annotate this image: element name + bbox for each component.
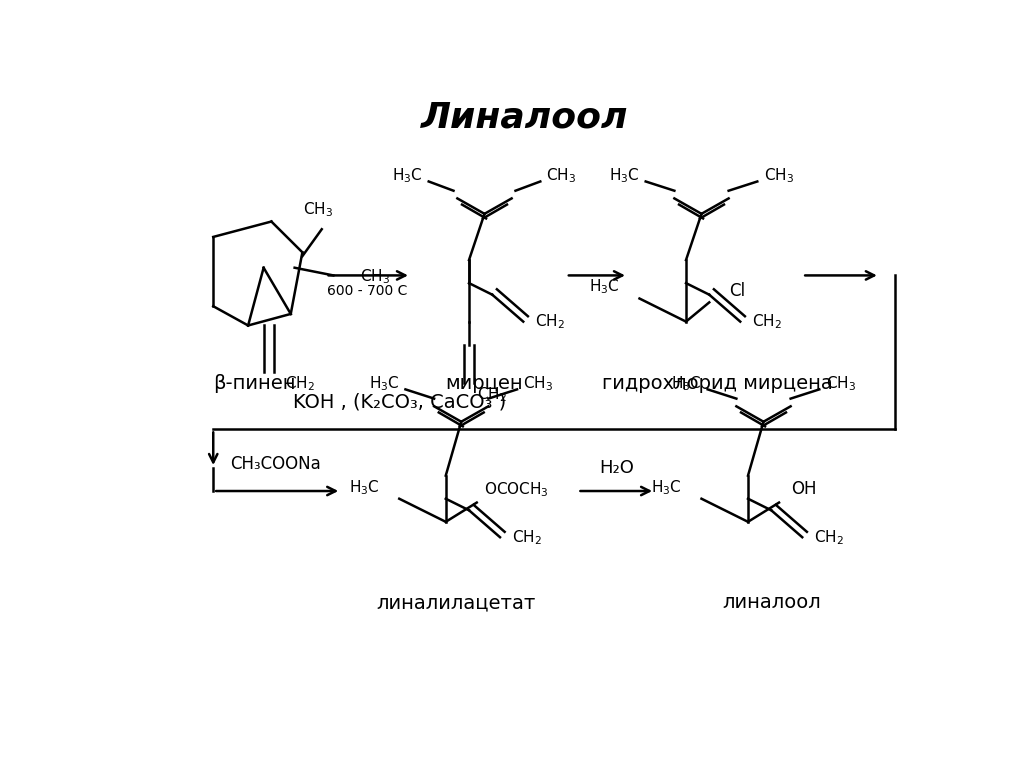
Text: CH$_2$: CH$_2$: [814, 528, 844, 547]
Text: CH$_3$: CH$_3$: [360, 267, 390, 286]
Text: H$_3$C: H$_3$C: [349, 478, 380, 497]
Text: OH: OH: [791, 481, 816, 498]
Text: CH$_3$: CH$_3$: [825, 374, 856, 392]
Text: CH$_3$: CH$_3$: [303, 200, 333, 220]
Text: CH$_2$: CH$_2$: [752, 313, 781, 331]
Text: Cl: Cl: [729, 282, 744, 300]
Text: CH$_2$: CH$_2$: [535, 313, 565, 331]
Text: H$_3$C: H$_3$C: [651, 478, 682, 497]
Text: CH$_2$: CH$_2$: [512, 528, 542, 547]
Text: H$_3$C: H$_3$C: [392, 166, 423, 184]
Text: гидрохлорид мирцена: гидрохлорид мирцена: [602, 374, 833, 392]
Text: линалилацетат: линалилацетат: [376, 593, 536, 612]
Text: CH₃COONa: CH₃COONa: [229, 455, 321, 473]
Text: CH$_3$: CH$_3$: [523, 374, 553, 392]
Text: Линалоол: Линалоол: [421, 101, 629, 134]
Text: H$_3$C: H$_3$C: [671, 374, 701, 392]
Text: CH$_2$: CH$_2$: [285, 374, 314, 392]
Text: CH$_3$: CH$_3$: [764, 166, 794, 184]
Text: H$_3$C: H$_3$C: [369, 374, 399, 392]
Text: KOH , (K₂CO₃, CaCO₃ ): KOH , (K₂CO₃, CaCO₃ ): [293, 393, 506, 412]
Text: H₂O: H₂O: [599, 459, 634, 477]
Text: H$_3$C: H$_3$C: [590, 277, 621, 296]
Text: 600 - 700 C: 600 - 700 C: [327, 284, 407, 298]
Text: CH$_3$: CH$_3$: [547, 166, 577, 184]
Text: β-пинен: β-пинен: [213, 374, 296, 392]
Text: H$_3$C: H$_3$C: [609, 166, 640, 184]
Text: мирцен: мирцен: [445, 374, 523, 392]
Text: OCOCH$_3$: OCOCH$_3$: [484, 480, 549, 499]
Text: CH$_2$: CH$_2$: [477, 386, 507, 404]
Text: линалоол: линалоол: [722, 593, 820, 612]
